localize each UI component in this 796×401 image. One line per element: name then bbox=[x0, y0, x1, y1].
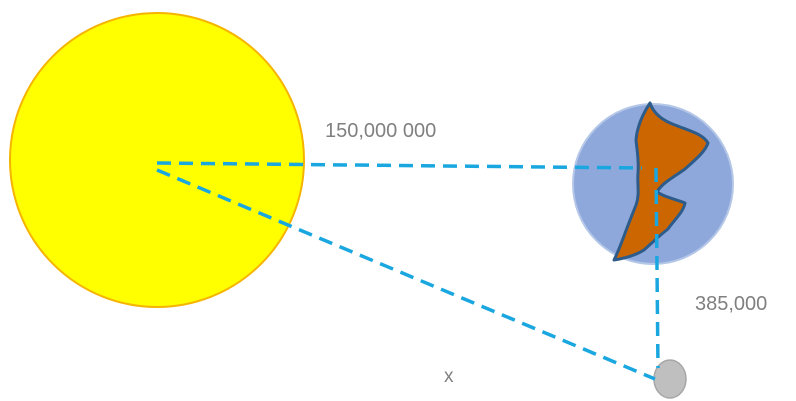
moon bbox=[653, 359, 687, 399]
distance-lines bbox=[156, 161, 660, 381]
sun-earth-distance-label: 150,000 000 bbox=[325, 120, 437, 142]
sun-earth-line bbox=[156, 161, 643, 170]
earth bbox=[572, 101, 734, 265]
unknown-distance-label: x bbox=[444, 366, 454, 387]
sun-circle bbox=[9, 12, 305, 308]
earth-moon-line bbox=[654, 167, 660, 369]
sun-moon-line bbox=[156, 168, 656, 381]
earth-moon-distance-label: 385,000 bbox=[695, 293, 768, 315]
